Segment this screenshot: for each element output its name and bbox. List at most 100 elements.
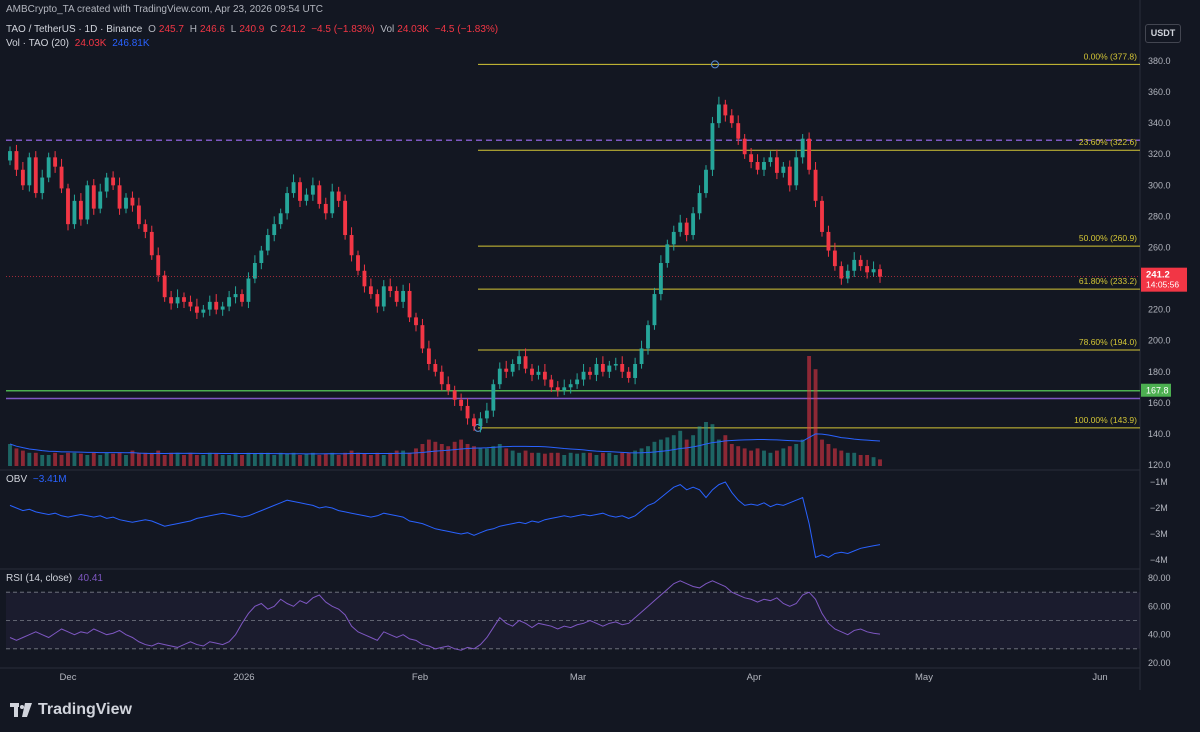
fib-level-label: 23.60% (322.6) — [1079, 137, 1137, 147]
volume-bar — [691, 435, 696, 466]
vol-change-value: −4.5 (−1.83%) — [434, 24, 499, 35]
candle-body — [214, 301, 219, 310]
volume-bar — [136, 452, 141, 466]
candle-body — [20, 169, 25, 186]
candle-body — [227, 297, 232, 307]
candle-body — [697, 193, 702, 214]
candle-body — [272, 224, 277, 236]
candle-body — [304, 194, 309, 201]
candle-body — [162, 275, 167, 298]
candle-body — [40, 177, 45, 194]
volume-bar — [33, 452, 38, 466]
rsi-tick-label: 60.00 — [1148, 601, 1171, 611]
volume-bar — [240, 455, 244, 466]
open-value: 245.7 — [158, 24, 184, 35]
candle-body — [768, 157, 773, 162]
symbol-name[interactable]: TAO / TetherUS · 1D · Binance — [6, 24, 143, 35]
currency-button[interactable]: USDT — [1145, 24, 1181, 43]
price-tick-label: 340.0 — [1148, 118, 1171, 128]
volume-bar — [787, 446, 792, 466]
candle-body — [169, 297, 174, 304]
volume-bar — [820, 439, 824, 466]
volume-bar — [220, 455, 225, 466]
candle-body — [781, 166, 786, 173]
candle-body — [845, 270, 850, 279]
change-value: −4.5 (−1.83%) — [311, 24, 375, 35]
volume-bar — [265, 452, 270, 466]
volume-bar — [368, 455, 373, 466]
candle-body — [317, 185, 322, 204]
brand-name: TradingView — [38, 701, 132, 718]
candle-body — [27, 157, 32, 186]
obv-label[interactable]: OBV — [6, 474, 28, 485]
high-label: H — [189, 24, 197, 35]
time-axis-label: May — [915, 672, 933, 683]
obv-tick-label: −1M — [1150, 477, 1168, 487]
price-tick-label: 260.0 — [1148, 242, 1171, 252]
volume-bar — [613, 455, 618, 466]
candle-body — [607, 365, 612, 372]
price-tick-label: 200.0 — [1148, 336, 1171, 346]
volume-bar — [156, 450, 161, 466]
symbol-legend: TAO / TetherUS · 1D · Binance O 245.7 H 24… — [6, 24, 501, 35]
volume-bar — [111, 453, 116, 466]
volume-bar — [375, 452, 380, 466]
volume-bar — [729, 444, 734, 466]
candle-body — [136, 205, 141, 225]
volume-bar — [323, 453, 328, 466]
volume-bar — [832, 448, 837, 466]
obv-legend: OBV −3.41M — [6, 474, 70, 485]
volume-bar — [85, 455, 90, 466]
volume-bar — [497, 444, 502, 466]
volume-bar — [214, 453, 219, 466]
candle-body — [66, 188, 70, 225]
volume-bar — [781, 448, 786, 466]
volume-bar — [272, 455, 277, 466]
candle-body — [865, 266, 870, 273]
open-label: O — [148, 24, 156, 35]
candle-body — [549, 379, 554, 388]
candle-body — [188, 301, 193, 307]
candle-body — [246, 278, 251, 302]
volume-bar — [858, 455, 863, 466]
candle-body — [459, 399, 464, 406]
candle-body — [59, 166, 64, 189]
candle-body — [729, 115, 734, 124]
volume-bar — [716, 439, 721, 466]
volume-bar — [343, 452, 348, 466]
volume-bar — [91, 452, 96, 466]
volume-bar — [330, 452, 335, 466]
candle-body — [517, 356, 522, 364]
volume-bar — [478, 448, 483, 466]
candle-body — [472, 418, 476, 427]
candle-body — [46, 157, 51, 178]
vol-ma-label[interactable]: Vol · TAO (20) — [6, 38, 69, 49]
high-value: 246.6 — [199, 24, 225, 35]
rsi-tick-label: 20.00 — [1148, 658, 1171, 668]
candle-body — [839, 266, 844, 279]
volume-bar — [207, 452, 212, 466]
volume-bar — [459, 439, 464, 466]
rsi-label[interactable]: RSI (14, close) — [6, 573, 73, 584]
candle-body — [53, 157, 58, 167]
volume-bar — [723, 435, 728, 466]
volume-bar — [182, 455, 186, 466]
low-label: L — [230, 24, 237, 35]
candle-body — [14, 151, 19, 170]
candle-body — [626, 371, 631, 378]
volume-bar — [433, 441, 438, 466]
close-value: 241.2 — [280, 24, 306, 35]
volume-bar — [839, 450, 844, 466]
volume-bar — [620, 452, 625, 466]
time-axis-label: Feb — [412, 672, 428, 683]
author-line: AMBCrypto_TA created with TradingView.co… — [6, 4, 324, 15]
volume-bar — [414, 448, 418, 466]
candle-body — [878, 269, 882, 277]
fib-anchor-top — [711, 60, 719, 69]
volume-bar — [117, 452, 122, 466]
volume-bar — [594, 455, 599, 466]
volume-bar — [317, 455, 322, 466]
candle-body — [510, 364, 515, 372]
candle-body — [736, 123, 741, 139]
